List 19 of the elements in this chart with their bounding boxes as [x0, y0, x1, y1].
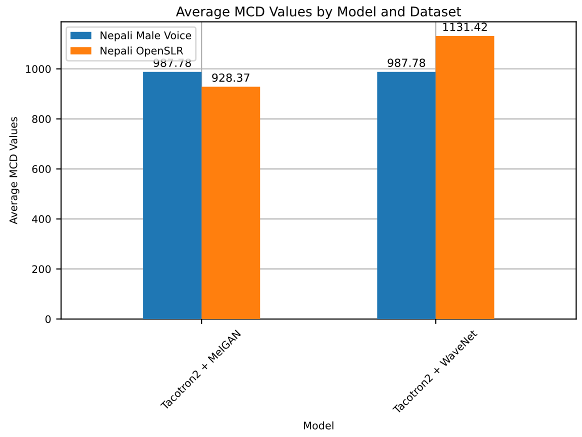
x-axis-title: Model — [304, 421, 334, 430]
chart-title: Average MCD Values by Model and Dataset — [176, 6, 462, 20]
y-tick-label: 600 — [32, 165, 51, 174]
data-label: 928.37 — [212, 73, 250, 82]
legend-label: Nepali Male Voice — [100, 31, 192, 42]
y-tick-label: 800 — [32, 115, 51, 124]
data-label: 987.78 — [388, 58, 426, 67]
bar — [436, 36, 494, 320]
y-tick-label: 400 — [32, 215, 51, 224]
legend-label: Nepali OpenSLR — [100, 46, 184, 57]
bar — [143, 72, 202, 320]
y-tick-label: 1000 — [26, 65, 51, 73]
bar — [377, 72, 436, 320]
y-axis-title: Average MCD Values — [9, 117, 20, 224]
bar — [202, 86, 260, 320]
data-label: 1131.42 — [443, 22, 487, 32]
data-label: 987.78 — [154, 58, 191, 67]
y-tick-label: 0 — [45, 315, 51, 324]
y-tick-label: 200 — [32, 265, 51, 274]
